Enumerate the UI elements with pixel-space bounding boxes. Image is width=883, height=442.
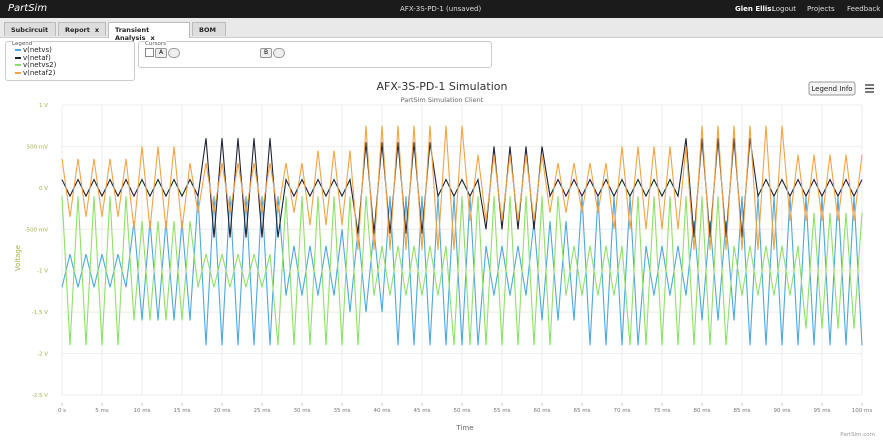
menu-icon[interactable] [865,84,874,93]
legend-panel-title: Legend [12,41,33,47]
user-name: Glen Ellis: [735,5,775,13]
x-tick-label: 70 ms [614,408,631,414]
x-tick-label: 40 ms [374,408,391,414]
legend-item[interactable]: v(netvs) [15,46,52,54]
legend-label[interactable]: v(netaf2) [23,68,56,77]
x-tick-label: 20 ms [214,408,231,414]
tab[interactable]: BOM [192,22,226,36]
chart-subtitle: PartSim Simulation Client [401,96,484,104]
y-tick-label: -1.5 V [32,310,48,316]
x-tick-label: 65 ms [574,408,591,414]
legend-swatch [15,56,21,59]
tab-close[interactable]: x [150,34,155,42]
legend-item[interactable]: v(netaf2) [15,69,55,77]
clear-b-button[interactable] [273,48,285,58]
legend-swatch [15,49,21,51]
tab-close[interactable]: x [94,26,100,34]
tab-bar: Subcircuit Report x Transient Analysis x B… [0,18,883,42]
tab-label[interactable]: Subcircuit [11,26,49,34]
logout-link[interactable]: Logout [772,5,796,13]
x-tick-label: 80 ms [694,408,711,414]
legend-label[interactable]: v(netaf) [23,53,51,62]
legend-info-label[interactable]: Legend Info [811,85,852,93]
clear-a-button[interactable] [168,48,180,58]
series-line [61,196,863,346]
cursors-title: Cursors [145,41,166,47]
tab-label[interactable]: Report [65,26,90,34]
cursor-b-button[interactable]: B [260,48,272,58]
legend-swatch [15,71,21,74]
feedback-link[interactable]: Feedback [847,5,881,13]
y-tick-label: 1 V [39,103,48,109]
legend-item[interactable]: v(netaf) [15,54,51,62]
logo[interactable]: PartSim [8,3,48,14]
x-tick-label: 85 ms [734,408,751,414]
legend-info-button[interactable] [808,81,856,96]
y-tick-label: -2.5 V [32,393,48,399]
x-tick-label: 0 s [58,408,66,414]
x-tick-label: 10 ms [134,408,151,414]
project-name: AFX-3S-PD-1 (unsaved) [400,5,482,13]
y-tick-label: 500 mV [27,144,49,150]
top-bar: PartSim AFX-3S-PD-1 (unsaved) Glen Ellis… [0,0,883,18]
legend-label[interactable]: v(netvs2) [23,61,57,69]
projects-link[interactable]: Projects [807,5,835,13]
x-tick-label: 95 ms [814,408,831,414]
tab-label[interactable]: Transient Analysis [115,26,150,42]
cursors-panel: Cursors A B [138,41,492,68]
x-tick-label: 35 ms [334,408,351,414]
tab-label[interactable]: BOM [199,26,216,34]
x-tick-label: 25 ms [254,408,271,414]
legend-panel: Legend v(netvs) v(netaf) v(netvs2) v(netaf2… [5,41,135,81]
y-tick-label: -500 mV [25,227,49,233]
x-tick-label: 45 ms [414,408,431,414]
x-tick-label: 50 ms [454,408,471,414]
credits: PartSim.com [840,432,875,438]
x-axis-label: Time [455,424,473,432]
x-tick-label: 15 ms [174,408,191,414]
x-tick-label: 55 ms [494,408,511,414]
series-line [61,125,863,251]
tab[interactable]: Report x [58,22,106,36]
tab[interactable]: Subcircuit [4,22,56,36]
chart-title: AFX-3S-PD-1 Simulation [377,80,508,93]
y-axis-label: Voltage [14,245,22,271]
x-tick-label: 90 ms [774,408,791,414]
y-tick-label: 0 V [39,186,48,192]
x-tick-label: 30 ms [294,408,311,414]
legend-label[interactable]: v(netvs) [23,46,52,54]
tab[interactable]: Transient Analysis x [108,22,190,42]
x-tick-label: 60 ms [534,408,551,414]
series-line [61,196,863,346]
x-tick-label: 100 ms [852,408,873,414]
cursor-checkbox[interactable] [145,48,154,57]
y-tick-label: -2 V [37,352,48,358]
legend-item[interactable]: v(netvs2) [15,61,56,69]
cursor-a-button[interactable]: A [155,48,167,58]
legend-swatch [15,64,21,66]
y-tick-label: -1 V [37,269,48,275]
x-tick-label: 5 ms [95,408,109,414]
x-tick-label: 75 ms [654,408,671,414]
